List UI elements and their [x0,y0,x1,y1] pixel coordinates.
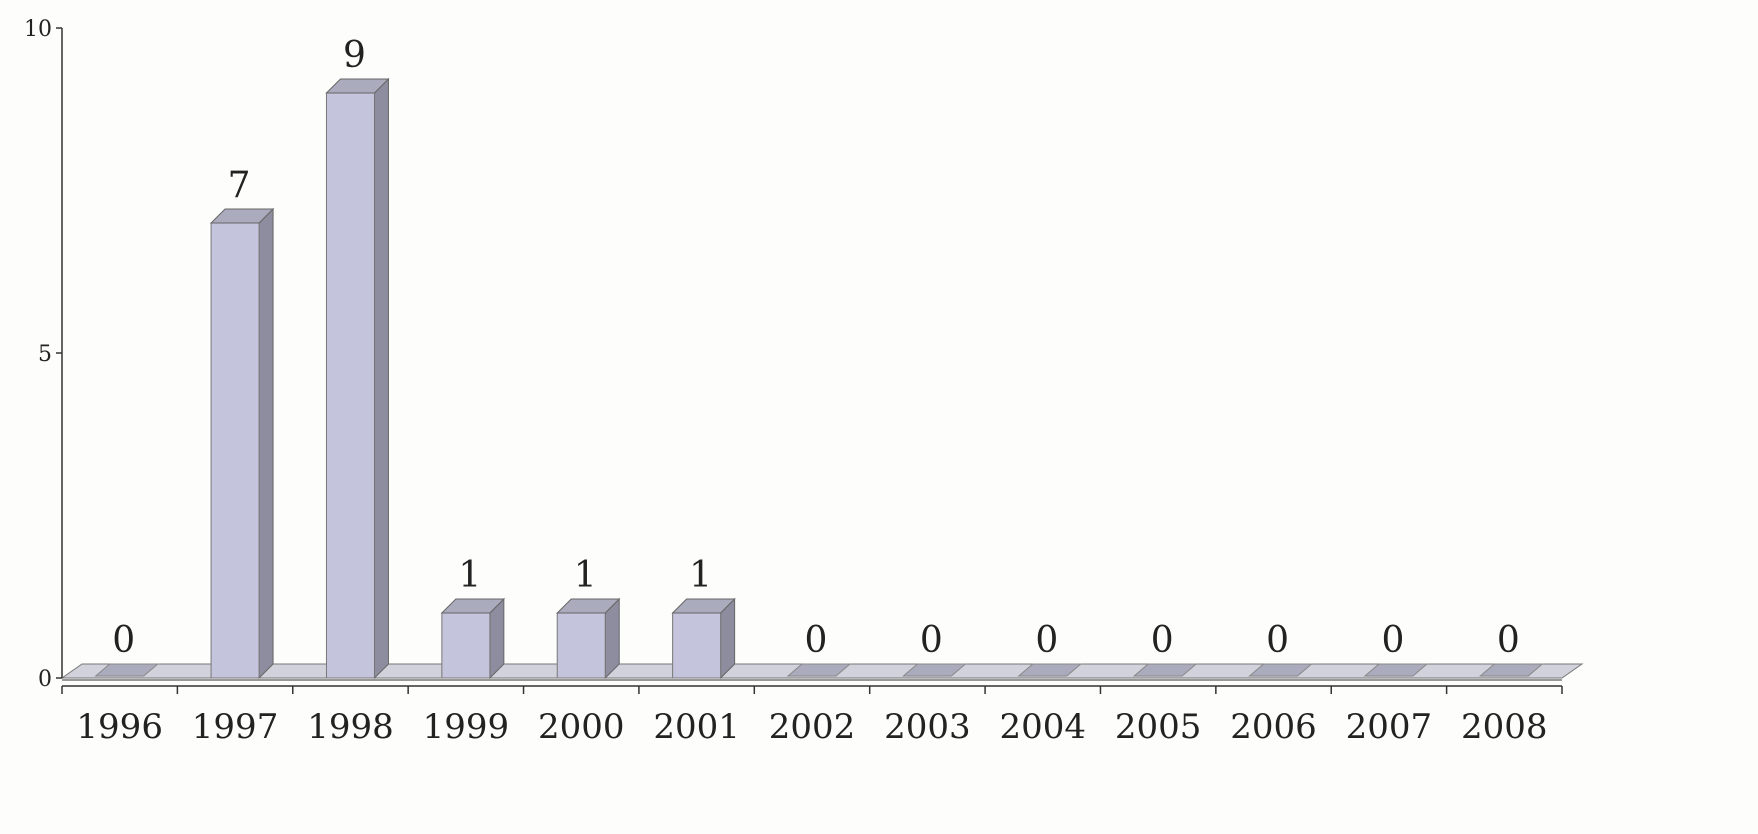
bar [209,207,275,680]
bar-top [1478,663,1544,677]
data-label: 0 [1151,620,1174,661]
bar-top [440,598,506,614]
x-tick-label: 2007 [1346,707,1433,747]
data-label: 0 [112,620,135,661]
bar-front [325,92,375,679]
bar-top [671,598,736,614]
x-tick-label: 1998 [307,707,394,747]
data-label: 0 [1035,620,1058,661]
bar-top [209,208,275,224]
x-tick-label: 2005 [1115,707,1202,747]
bar-front [556,612,606,679]
x-tick-label: 1999 [423,707,510,747]
bar [1478,663,1544,677]
bar-top [325,78,390,94]
x-tick-label: 1996 [76,707,163,747]
bar [440,597,506,680]
chart-labels: 1996 1997 1998 1999 2000 2001 2002 2003 2004 2005… [76,35,1547,747]
y-tick-label: 10 [24,17,52,42]
bar [786,663,852,677]
bar-side [258,207,274,680]
data-label: 0 [1497,620,1520,661]
bar-front [672,612,722,679]
bar-top [556,598,621,614]
bar-side [373,77,389,680]
y-tick-label: 5 [38,342,52,367]
x-tick-label: 1997 [192,707,279,747]
bar [556,597,621,680]
data-label: 0 [1381,620,1404,661]
data-label: 1 [689,555,712,596]
data-label: 1 [574,555,597,596]
bar [902,663,967,677]
data-label: 0 [1266,620,1289,661]
bar-top [786,663,852,677]
x-tick-label: 2004 [1000,707,1087,747]
bar [1363,663,1429,677]
data-label: 9 [343,35,366,76]
x-tick-label: 2006 [1230,707,1317,747]
bar-top [1363,663,1429,677]
x-tick-label: 2002 [769,707,856,747]
x-tick-label: 2003 [884,707,971,747]
bar-top [1132,663,1198,677]
data-label: 7 [228,165,251,206]
data-label: 0 [805,620,828,661]
bar [325,77,390,680]
bar [671,597,736,680]
bar-top [1248,663,1313,677]
bar-front [210,222,260,679]
x-tick-label: 2000 [538,707,625,747]
data-label: 0 [920,620,943,661]
bar-top [94,663,160,677]
data-label: 1 [458,555,481,596]
y-tick-label: 0 [38,667,52,692]
bar [94,663,160,677]
bar-front [441,612,491,679]
x-tick-label: 2008 [1461,707,1548,747]
bar [1248,663,1313,677]
bar-top [1017,663,1083,677]
bar [1017,663,1083,677]
bar [1132,663,1198,677]
bar-top [902,663,967,677]
x-tick-label: 2001 [653,707,740,747]
chart-bars [94,77,1544,680]
